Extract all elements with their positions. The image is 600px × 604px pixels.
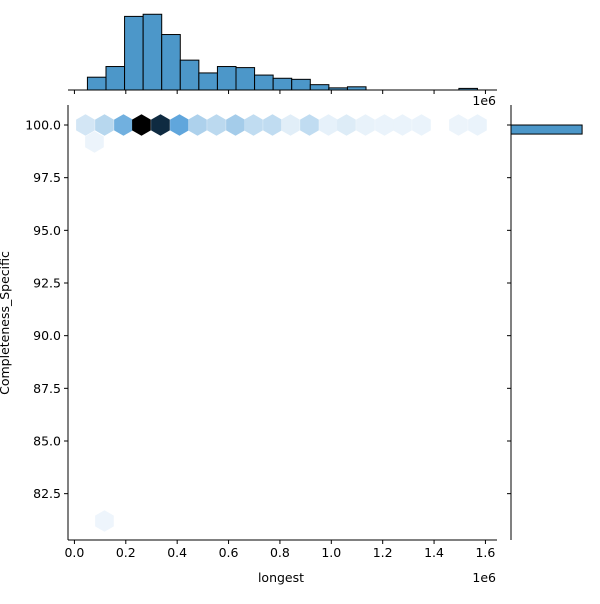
hexbin bbox=[132, 114, 151, 136]
hexbin bbox=[468, 114, 487, 136]
right-hist-bar bbox=[510, 124, 583, 135]
hexbin bbox=[188, 114, 207, 136]
x-tick-label: 0.8 bbox=[270, 545, 290, 560]
x-tick-label: 1.2 bbox=[373, 545, 393, 560]
top-hist-bar bbox=[179, 59, 200, 91]
hexbin bbox=[449, 114, 468, 136]
y-tick-label: 97.5 bbox=[33, 170, 61, 185]
top-hist-bar bbox=[105, 66, 126, 91]
y-tick-label: 95.0 bbox=[33, 223, 61, 238]
top-hist-bar bbox=[124, 15, 144, 91]
hexbin bbox=[151, 114, 170, 136]
hexbin bbox=[281, 114, 300, 136]
x-tick-label: 1.0 bbox=[321, 545, 341, 560]
top-hist-bar bbox=[86, 76, 107, 91]
top-hist-bar bbox=[161, 34, 181, 91]
hexbin bbox=[300, 114, 319, 136]
x-offset-top: 1e6 bbox=[472, 93, 496, 108]
x-tick-label: 1.4 bbox=[424, 545, 444, 560]
hexbin bbox=[319, 114, 338, 136]
top-hist-bar bbox=[291, 78, 311, 91]
y-tick-label: 82.5 bbox=[33, 486, 61, 501]
x-tick-label: 0.2 bbox=[116, 545, 136, 560]
hexbin bbox=[412, 114, 431, 136]
y-tick-label: 100.0 bbox=[25, 118, 61, 133]
hexbin bbox=[375, 114, 394, 136]
hexbin bbox=[244, 114, 263, 136]
y-axis-label: Completeness_Specific bbox=[0, 251, 12, 395]
y-tick-label: 90.0 bbox=[33, 328, 61, 343]
hexbin bbox=[114, 114, 133, 136]
top-hist-bar bbox=[235, 67, 256, 91]
x-offset: 1e6 bbox=[472, 570, 496, 585]
hexbin bbox=[337, 114, 356, 136]
hexbin bbox=[85, 131, 104, 153]
hexbin bbox=[226, 114, 245, 136]
top-hist-bar bbox=[309, 84, 330, 91]
top-hist-bar bbox=[272, 77, 293, 91]
hexbin bbox=[170, 114, 189, 136]
top-hist-bar bbox=[216, 66, 237, 91]
hexbin bbox=[393, 114, 412, 136]
x-tick-label: 1.6 bbox=[475, 545, 495, 560]
x-tick-label: 0.0 bbox=[64, 545, 84, 560]
top-hist-bar bbox=[198, 72, 218, 91]
y-tick-label: 87.5 bbox=[33, 381, 61, 396]
hexbin bbox=[76, 114, 95, 136]
hexbin bbox=[263, 114, 282, 136]
x-tick-label: 0.4 bbox=[167, 545, 187, 560]
top-hist-bar bbox=[254, 74, 274, 91]
y-tick-label: 85.0 bbox=[33, 433, 61, 448]
y-tick-label: 92.5 bbox=[33, 276, 61, 291]
hexbin bbox=[95, 114, 114, 136]
hexbin bbox=[95, 510, 114, 532]
hexbin bbox=[207, 114, 226, 136]
x-axis-label: longest bbox=[258, 570, 304, 585]
top-hist-bar bbox=[142, 13, 163, 91]
x-tick-label: 0.6 bbox=[219, 545, 239, 560]
hexbin bbox=[356, 114, 375, 136]
